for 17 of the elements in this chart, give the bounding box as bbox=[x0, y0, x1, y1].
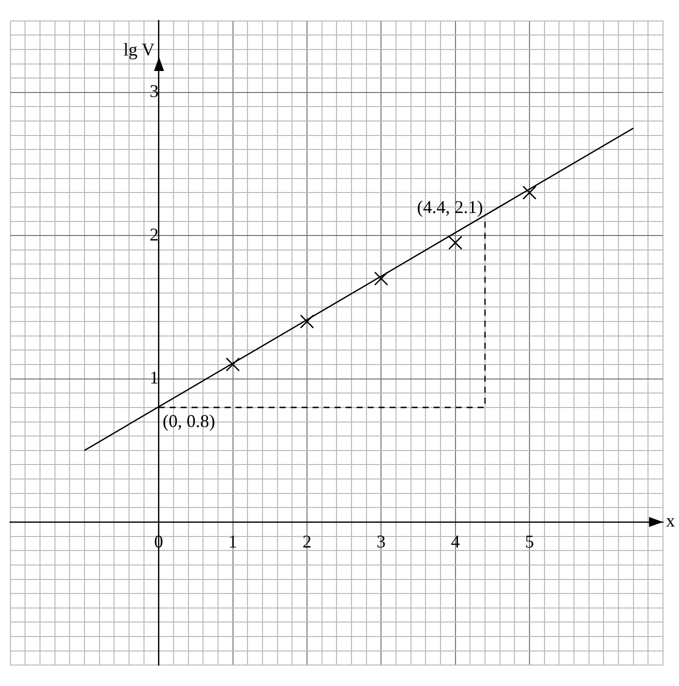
x-tick-label: 5 bbox=[524, 532, 534, 552]
point bbox=[226, 357, 240, 372]
y-tick-label: 3 bbox=[150, 81, 159, 102]
annotation: (4.4, 2.1) bbox=[416, 197, 483, 218]
y-axis-title: lg V bbox=[123, 40, 155, 60]
x-axis-title: x bbox=[666, 510, 675, 531]
x-tick-label: 1 bbox=[228, 532, 238, 552]
point bbox=[300, 314, 314, 329]
y-tick-label: 2 bbox=[150, 224, 159, 244]
point bbox=[448, 236, 462, 250]
annotation: (0, 0.8) bbox=[162, 411, 216, 432]
x-tick-label: 3 bbox=[376, 532, 386, 552]
point bbox=[522, 186, 537, 200]
x-tick-label: 2 bbox=[302, 532, 312, 552]
point bbox=[374, 272, 388, 286]
y-tick-label: 1 bbox=[150, 368, 159, 388]
x-tick-label: 4 bbox=[450, 532, 460, 552]
